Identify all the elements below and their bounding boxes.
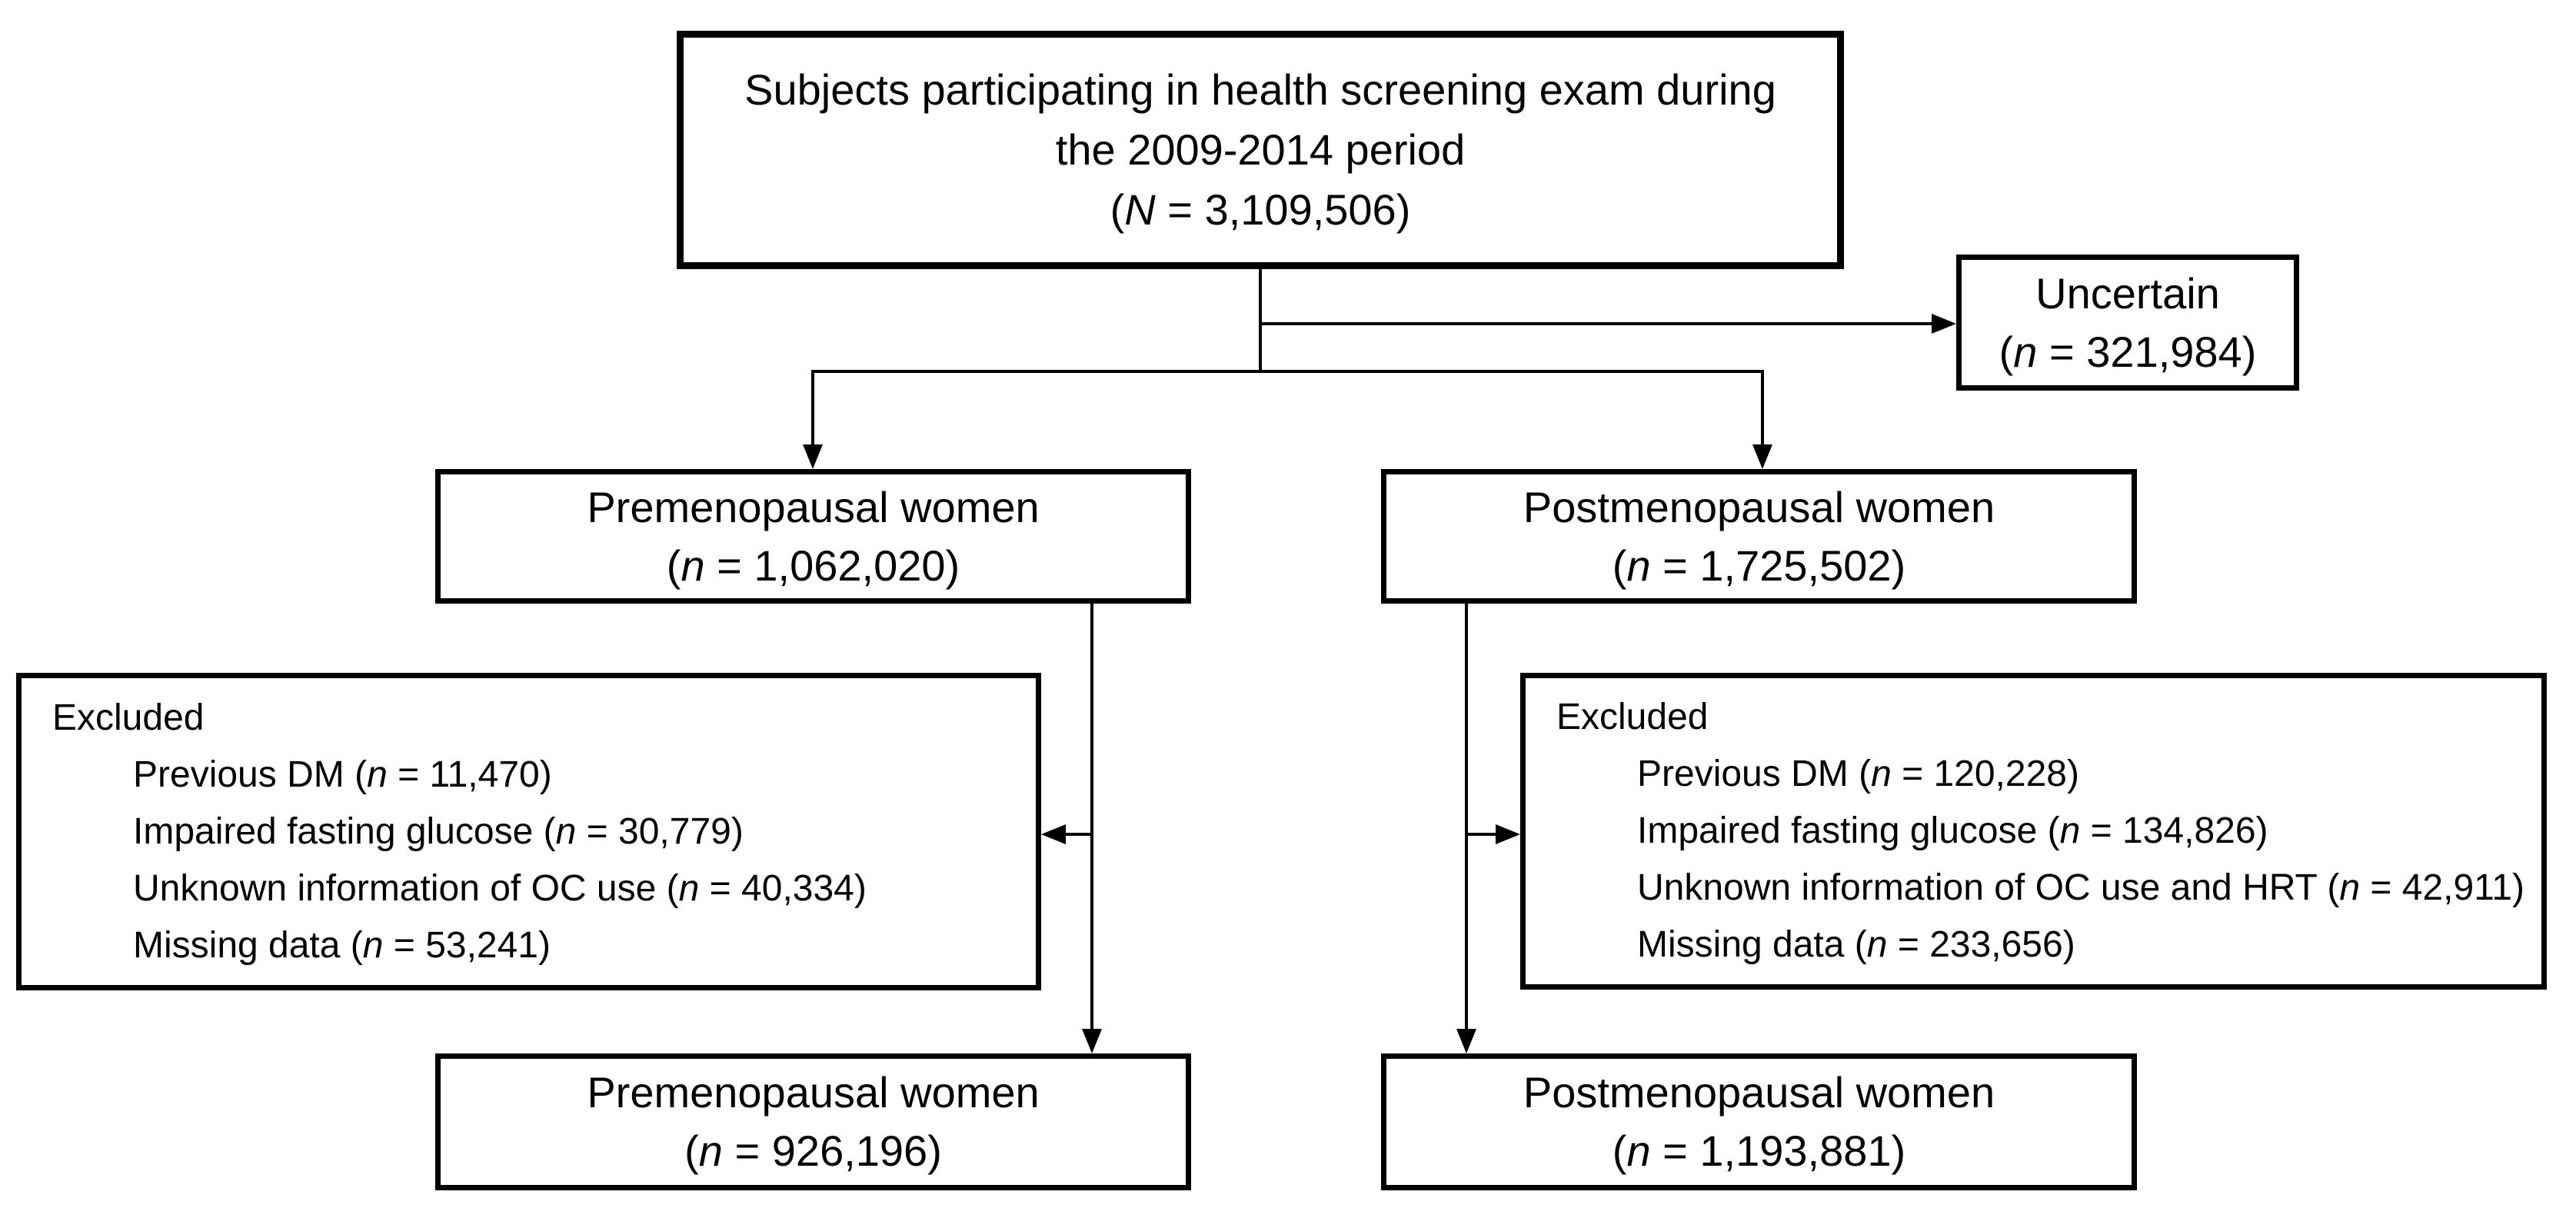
excluded-left-item: Unknown information of OC use (n = 40,33… xyxy=(133,867,867,909)
arrowhead-left-icon xyxy=(1041,824,1066,844)
excluded-right-item: Previous DM (n = 120,228) xyxy=(1637,754,2079,794)
box-postmenopausal: Postmenopausal women (n = 1,725,502) xyxy=(1381,469,2137,604)
total-subjects-line1: Subjects participating in health screeni… xyxy=(744,65,1776,114)
final-postmenopausal-line1: Postmenopausal women xyxy=(1523,1068,1995,1116)
box-uncertain: Uncertain (n = 321,984) xyxy=(1956,255,2299,391)
postmenopausal-n: (n = 1,725,502) xyxy=(1612,541,1906,590)
arrowhead-right-icon xyxy=(1932,314,1956,334)
connector-to-uncertain xyxy=(1260,322,1935,325)
connector-branch-bar xyxy=(811,370,1764,373)
excluded-right-item: Unknown information of OC use and HRT (n… xyxy=(1637,867,2524,908)
box-excluded-postmenopausal: Excluded Previous DM (n = 120,228) Impai… xyxy=(1520,673,2547,990)
excluded-left-item: Previous DM (n = 11,470) xyxy=(133,754,552,795)
connector-to-excluded-right xyxy=(1466,833,1497,836)
excluded-right-title: Excluded xyxy=(1556,697,1709,737)
arrowhead-right-icon xyxy=(1496,824,1520,844)
arrowhead-down-icon xyxy=(1752,444,1772,469)
final-premenopausal-n: (n = 926,196) xyxy=(684,1126,942,1175)
box-excluded-premenopausal: Excluded Previous DM (n = 11,470) Impair… xyxy=(16,673,1041,990)
connector-postmenopausal-to-final xyxy=(1465,604,1468,1033)
box-premenopausal: Premenopausal women (n = 1,062,020) xyxy=(435,469,1191,604)
connector-premenopausal-to-final xyxy=(1090,604,1093,1033)
uncertain-n: (n = 321,984) xyxy=(1999,327,2257,376)
uncertain-line1: Uncertain xyxy=(2035,268,2220,318)
box-final-postmenopausal: Postmenopausal women (n = 1,193,881) xyxy=(1381,1053,2137,1190)
postmenopausal-line1: Postmenopausal women xyxy=(1523,482,1995,531)
box-final-premenopausal: Premenopausal women (n = 926,196) xyxy=(435,1053,1191,1190)
arrowhead-down-icon xyxy=(803,444,823,469)
total-subjects-n: (N = 3,109,506) xyxy=(1110,185,1411,234)
connector-to-excluded-left xyxy=(1063,833,1093,836)
premenopausal-n: (n = 1,062,020) xyxy=(666,541,960,590)
connector-top-vertical xyxy=(1259,269,1262,373)
arrowhead-down-icon xyxy=(1082,1029,1102,1053)
connector-to-postmenopausal xyxy=(1761,371,1764,448)
excluded-left-item: Impaired fasting glucose (n = 30,779) xyxy=(133,810,744,852)
final-postmenopausal-n: (n = 1,193,881) xyxy=(1612,1126,1906,1175)
box-total-subjects: Subjects participating in health screeni… xyxy=(677,31,1844,269)
excluded-right-item: Missing data (n = 233,656) xyxy=(1637,924,2075,965)
final-premenopausal-line1: Premenopausal women xyxy=(587,1068,1040,1116)
excluded-left-title: Excluded xyxy=(52,697,205,738)
total-subjects-line2: the 2009-2014 period xyxy=(1055,125,1466,174)
excluded-left-item: Missing data (n = 53,241) xyxy=(133,924,551,966)
arrowhead-down-icon xyxy=(1456,1029,1476,1053)
connector-to-premenopausal xyxy=(811,371,814,448)
excluded-right-item: Impaired fasting glucose (n = 134,826) xyxy=(1637,810,2268,851)
premenopausal-line1: Premenopausal women xyxy=(587,482,1040,531)
